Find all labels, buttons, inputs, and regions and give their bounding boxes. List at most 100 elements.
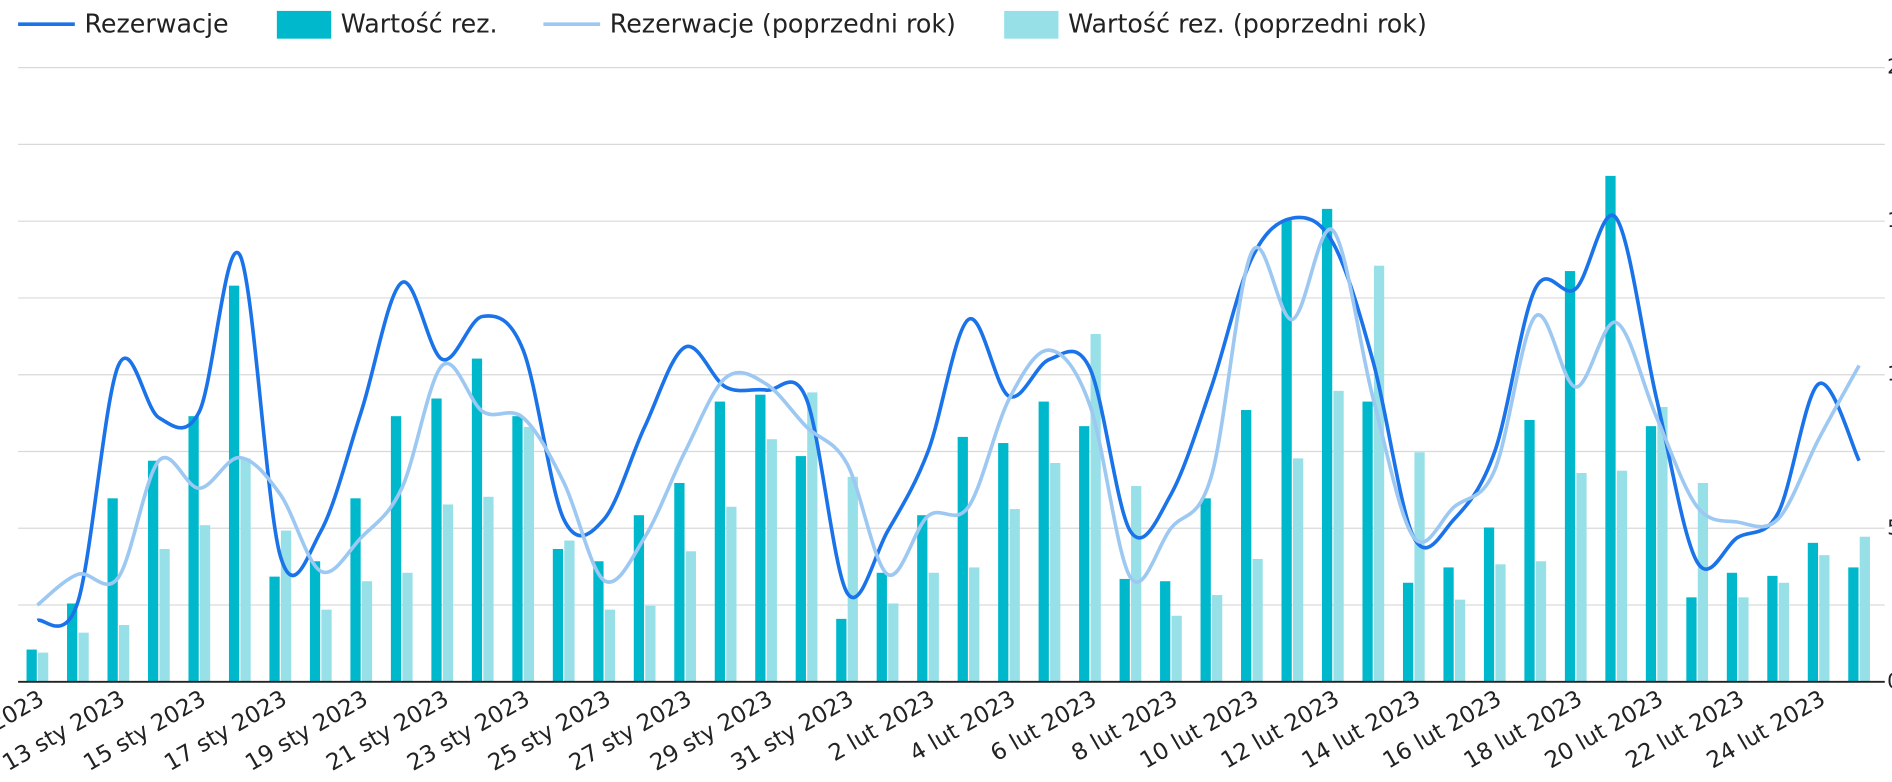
bar	[1131, 486, 1142, 682]
bar	[26, 649, 37, 682]
bar	[836, 618, 847, 682]
bar	[552, 548, 564, 682]
bar	[159, 548, 170, 682]
line	[36, 213, 1861, 628]
legend-label: Wartość rez.	[341, 8, 498, 38]
y2-tick-label: 15	[1887, 208, 1892, 232]
bar	[1726, 572, 1738, 682]
bar	[67, 603, 78, 682]
bar	[1524, 420, 1535, 682]
line	[36, 227, 1861, 607]
bar	[1171, 615, 1182, 682]
bar	[350, 498, 361, 682]
legend-label: Rezerwacje (poprzedni rok)	[610, 8, 956, 38]
y2-tick-label: 0	[1887, 669, 1892, 693]
bar	[1252, 558, 1263, 682]
bar	[1200, 498, 1211, 682]
bar	[1038, 401, 1049, 682]
y2-tick-label: 10	[1887, 362, 1892, 386]
bar	[402, 572, 413, 682]
bar	[1535, 561, 1547, 682]
bar	[969, 567, 980, 682]
bar	[1738, 597, 1749, 682]
bar	[795, 456, 806, 682]
bar	[674, 482, 685, 682]
bar	[269, 576, 280, 682]
bar	[1495, 564, 1506, 682]
bar	[1292, 458, 1304, 682]
bar	[390, 416, 402, 682]
legend-swatch	[1004, 10, 1059, 39]
bar	[523, 426, 535, 682]
bar	[199, 525, 211, 682]
bar	[876, 572, 887, 682]
bar	[593, 561, 604, 682]
bar	[1645, 426, 1657, 682]
bar	[107, 498, 118, 682]
bar	[483, 496, 494, 682]
bar	[240, 458, 251, 682]
bar	[1443, 567, 1454, 682]
bar	[1090, 334, 1101, 682]
bar	[188, 416, 199, 682]
bar	[1212, 595, 1223, 682]
bar	[1576, 472, 1587, 682]
bar	[38, 652, 49, 682]
bar	[1281, 220, 1292, 682]
bar	[564, 540, 575, 682]
bar	[1362, 401, 1373, 682]
bar	[1859, 536, 1870, 682]
bar	[957, 436, 968, 682]
bar	[1373, 265, 1385, 682]
bar	[147, 460, 159, 682]
bar	[1333, 390, 1344, 682]
bar	[766, 439, 777, 682]
bar	[118, 624, 130, 682]
bar	[1686, 597, 1697, 682]
bar	[1402, 582, 1414, 682]
bar	[807, 392, 818, 682]
bar	[1483, 527, 1495, 682]
bar	[1819, 555, 1830, 682]
bar	[755, 394, 766, 682]
bar	[228, 285, 240, 682]
bar	[1697, 482, 1709, 682]
bar	[928, 572, 939, 682]
bar	[1564, 271, 1576, 682]
bar	[1454, 599, 1466, 682]
bar	[1050, 462, 1061, 682]
bar	[1079, 426, 1090, 682]
bar	[512, 416, 523, 682]
y2-tick-label: 5	[1887, 515, 1892, 539]
bar	[847, 476, 858, 682]
bar	[888, 603, 899, 682]
bar	[471, 358, 483, 682]
bar	[1807, 542, 1819, 682]
bar	[685, 551, 696, 682]
bar	[321, 609, 332, 682]
bar	[726, 506, 737, 682]
bar	[1848, 567, 1859, 682]
bar	[1778, 582, 1790, 682]
bar	[604, 609, 616, 682]
bar	[361, 581, 373, 682]
bar	[442, 504, 454, 682]
bar	[431, 398, 442, 682]
bar	[633, 515, 645, 682]
bar	[1119, 578, 1130, 682]
bar	[309, 561, 321, 682]
legend-label: Wartość rez. (poprzedni rok)	[1068, 8, 1427, 38]
bar	[280, 530, 292, 682]
bar	[1160, 581, 1171, 682]
bar	[1605, 175, 1616, 682]
bar	[714, 401, 726, 682]
bar	[645, 605, 656, 682]
legend-label: Rezerwacje	[84, 8, 228, 38]
bar	[998, 443, 1009, 682]
legend-swatch	[276, 10, 332, 39]
bar	[1657, 406, 1668, 682]
bar	[1767, 575, 1778, 682]
bar	[78, 632, 89, 682]
